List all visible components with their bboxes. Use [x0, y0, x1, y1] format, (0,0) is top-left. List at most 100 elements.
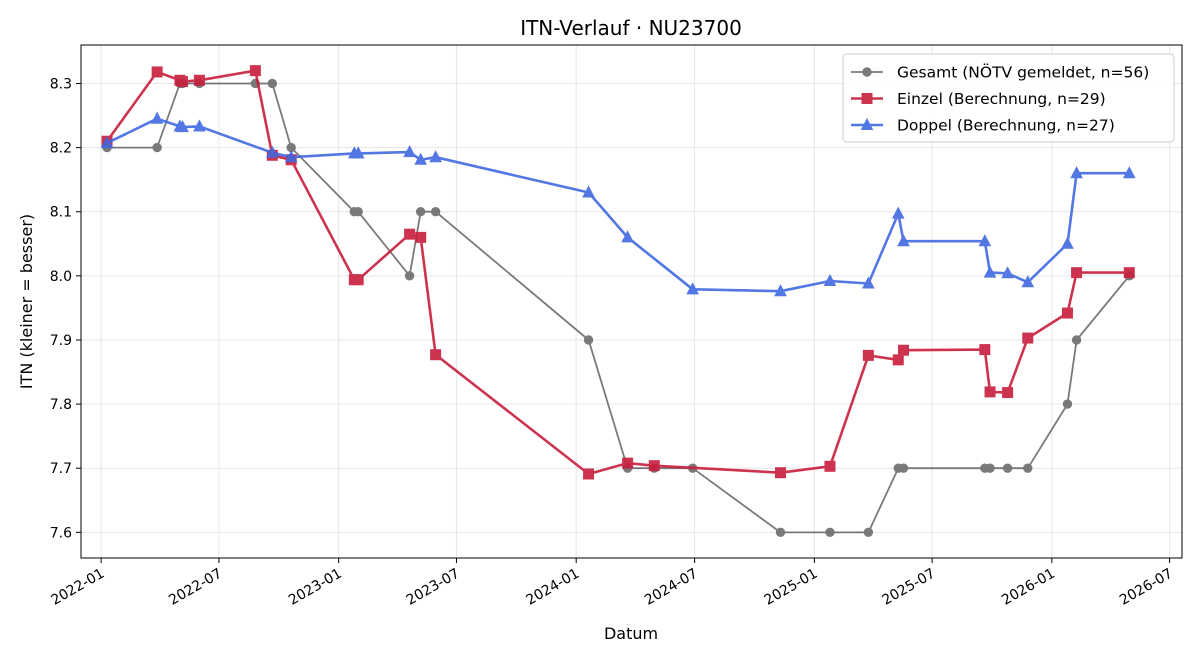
y-tick-label: 8.0: [50, 269, 72, 285]
x-tick-label: 2022-01: [49, 566, 108, 609]
x-tick-label: 2025-07: [879, 566, 938, 609]
y-tick-label: 7.8: [50, 397, 72, 413]
y-tick-label: 8.2: [50, 141, 72, 157]
doppel-point: [150, 111, 164, 124]
doppel-point: [265, 145, 279, 158]
doppel-series: [100, 111, 1136, 297]
einzel-point: [352, 274, 364, 286]
legend-entry-doppel: [851, 117, 883, 130]
gesamt-point: [267, 78, 278, 89]
einzel-point: [177, 76, 189, 88]
x-tick-label: 2023-07: [404, 566, 463, 609]
legend: Gesamt (NÖTV gemeldet, n=56) Einzel (Bere…: [842, 53, 1175, 143]
einzel-point: [775, 467, 787, 479]
gesamt-point: [583, 335, 594, 345]
doppel-point: [978, 234, 992, 247]
doppel-point: [897, 234, 910, 247]
einzel-point: [404, 228, 416, 240]
x-axis-label: Datum: [604, 624, 658, 643]
legend-entry-einzel: [851, 93, 883, 104]
einzel-point: [1022, 332, 1034, 344]
einzel-point: [897, 344, 909, 356]
doppel-point: [403, 145, 416, 158]
gesamt-point: [775, 527, 786, 538]
gesamt-point: [404, 271, 415, 281]
x-tick-label: 2023-01: [286, 566, 345, 609]
legend-marker-einzel: [861, 93, 873, 104]
legend-label-doppel: Doppel (Berechnung, n=27): [897, 117, 1115, 135]
gesamt-point: [152, 142, 162, 153]
gesamt-point: [1023, 463, 1033, 473]
y-axis-label: ITN (kleiner = besser): [17, 214, 36, 389]
doppel-point: [351, 146, 365, 159]
doppel-point: [1001, 266, 1014, 279]
x-tick-label: 2025-01: [762, 566, 821, 609]
doppel-point: [100, 136, 114, 149]
legend-label-einzel: Einzel (Berechnung, n=29): [897, 90, 1106, 108]
einzel-point: [430, 349, 442, 361]
gesamt-point: [898, 463, 909, 473]
chart-title: ITN-Verlauf · NU23700: [520, 16, 742, 40]
einzel-point: [984, 386, 996, 398]
gesamt-point: [1002, 463, 1013, 473]
einzel-point: [862, 349, 874, 361]
einzel-line: [105, 69, 1130, 476]
doppel-point: [621, 230, 634, 243]
x-tick-label: 2026-07: [1117, 566, 1176, 609]
doppel-point: [1122, 166, 1136, 179]
plot-area-frame: [80, 44, 1183, 559]
einzel-point: [1002, 387, 1014, 399]
x-tick-label: 2024-01: [524, 566, 583, 609]
gesamt-point: [825, 527, 835, 538]
doppel-point: [176, 120, 189, 133]
legend-box: [842, 53, 1175, 143]
einzel-point: [892, 354, 904, 366]
einzel-point: [151, 66, 163, 78]
series-layer: [100, 65, 1136, 538]
einzel-point: [583, 468, 595, 480]
gesamt-point: [985, 463, 995, 473]
einzel-point: [979, 344, 991, 356]
doppel-point: [414, 152, 427, 165]
legend-marker-doppel: [860, 117, 874, 130]
y-tick-label: 7.6: [50, 525, 72, 541]
doppel-point: [284, 150, 298, 163]
axes: 7.6 7.7 7.8 7.9 8.0 8.1 8.2 8.3 2022-01 2022-07 20…: [49, 76, 1176, 608]
legend-entry-gesamt: [851, 67, 883, 77]
x-tick-label: 2022-07: [166, 566, 225, 609]
einzel-point: [1123, 267, 1135, 279]
gesamt-point: [353, 207, 363, 217]
einzel-point: [622, 457, 634, 469]
doppel-point: [823, 273, 837, 286]
doppel-point: [686, 282, 699, 295]
doppel-point: [1061, 236, 1074, 249]
legend-label-gesamt: Gesamt (NÖTV gemeldet, n=56): [897, 63, 1149, 82]
doppel-point: [891, 206, 905, 219]
doppel-point: [193, 119, 206, 132]
doppel-point: [1070, 166, 1083, 179]
doppel-point: [582, 185, 595, 198]
gesamt-point: [1071, 335, 1082, 345]
gesamt-point: [1062, 399, 1073, 409]
einzel-point: [824, 460, 836, 472]
legend-marker-gesamt: [862, 67, 872, 77]
doppel-point: [1021, 275, 1035, 288]
y-tick-label: 7.7: [50, 461, 72, 477]
y-tick-label: 8.3: [50, 76, 72, 92]
x-tick-label: 2024-07: [642, 566, 701, 609]
doppel-point: [774, 284, 787, 297]
gesamt-point: [415, 207, 426, 217]
legend-entries: Gesamt (NÖTV gemeldet, n=56) Einzel (Bere…: [851, 63, 1149, 135]
einzel-point: [648, 460, 660, 472]
y-tick-label: 7.9: [50, 333, 72, 349]
einzel-point: [249, 65, 261, 77]
x-tick-label: 2026-01: [999, 566, 1058, 609]
doppel-point: [862, 276, 875, 289]
doppel-point: [429, 150, 442, 163]
doppel-line: [106, 117, 1130, 293]
einzel-point: [415, 231, 427, 243]
einzel-point: [1071, 267, 1083, 279]
einzel-point: [193, 74, 205, 86]
y-tick-label: 8.1: [50, 205, 72, 221]
